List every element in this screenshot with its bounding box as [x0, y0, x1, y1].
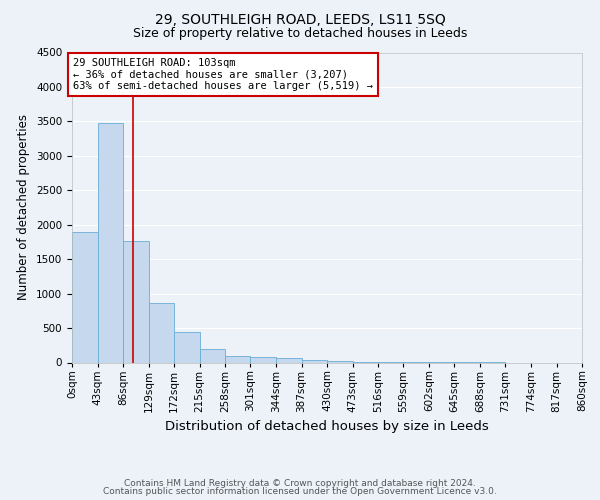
Text: 29 SOUTHLEIGH ROAD: 103sqm
← 36% of detached houses are smaller (3,207)
63% of s: 29 SOUTHLEIGH ROAD: 103sqm ← 36% of deta… — [73, 58, 373, 91]
Bar — [123, 242, 149, 362]
Bar — [149, 302, 174, 362]
Y-axis label: Number of detached properties: Number of detached properties — [17, 114, 31, 300]
Bar — [72, 232, 97, 362]
X-axis label: Distribution of detached houses by size in Leeds: Distribution of detached houses by size … — [165, 420, 489, 433]
Bar — [302, 360, 327, 362]
Bar — [199, 348, 225, 362]
Bar — [276, 358, 302, 362]
Bar — [174, 332, 199, 362]
Bar — [251, 357, 276, 362]
Bar — [327, 361, 353, 362]
Bar — [225, 356, 251, 362]
Text: Contains HM Land Registry data © Crown copyright and database right 2024.: Contains HM Land Registry data © Crown c… — [124, 478, 476, 488]
Text: Contains public sector information licensed under the Open Government Licence v3: Contains public sector information licen… — [103, 487, 497, 496]
Text: Size of property relative to detached houses in Leeds: Size of property relative to detached ho… — [133, 28, 467, 40]
Text: 29, SOUTHLEIGH ROAD, LEEDS, LS11 5SQ: 29, SOUTHLEIGH ROAD, LEEDS, LS11 5SQ — [155, 12, 445, 26]
Bar — [97, 124, 123, 362]
